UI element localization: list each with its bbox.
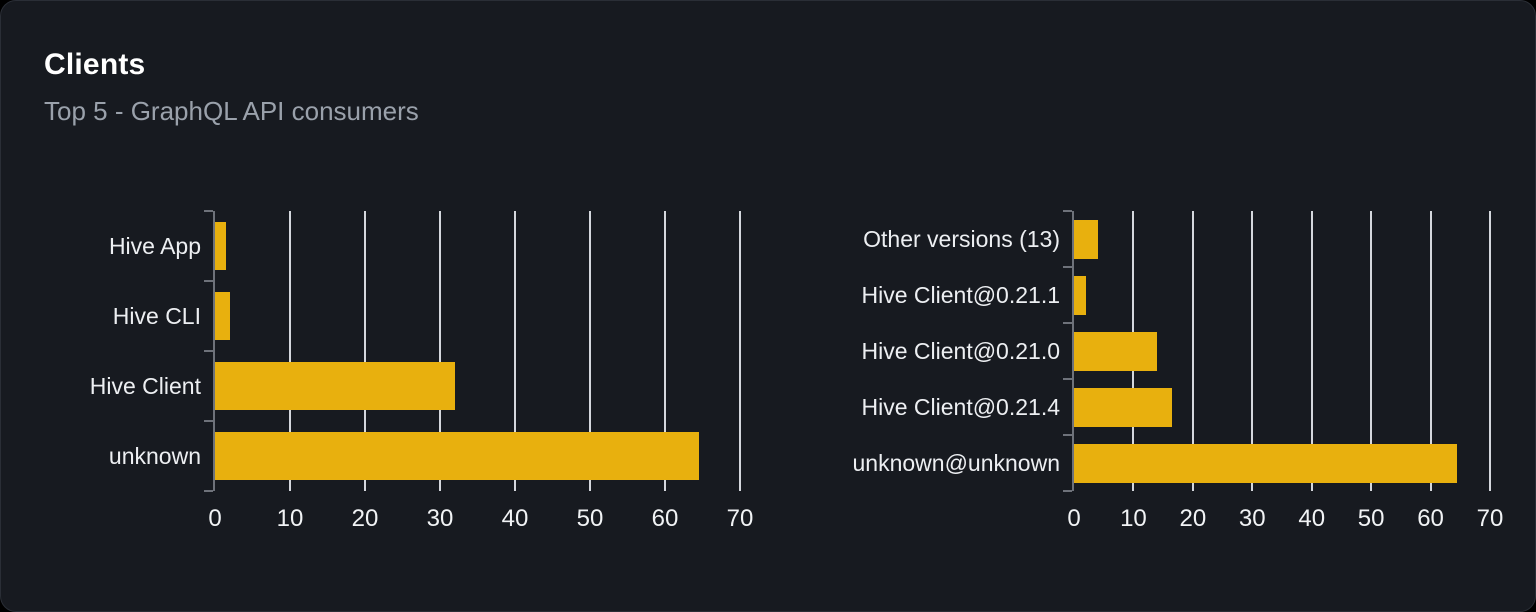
y-axis-tick (204, 420, 213, 422)
category-label: unknown@unknown (852, 450, 1060, 476)
x-axis-tick-label: 10 (276, 505, 304, 532)
bar-hive-client-0-21-0[interactable] (1074, 332, 1158, 371)
x-axis-tick-label: 10 (1120, 505, 1147, 532)
x-axis-tick-label: 0 (208, 505, 222, 532)
x-axis-tick-label: 40 (501, 505, 529, 532)
x-axis-tick-label: 30 (426, 505, 454, 532)
gridline-10 (289, 211, 291, 491)
card-title: Clients (44, 48, 146, 81)
bar-hive-client[interactable] (215, 362, 455, 410)
gridline-70 (739, 211, 741, 491)
x-axis-tick-label: 60 (1417, 505, 1444, 532)
gridline-40 (514, 211, 516, 491)
y-axis-tick (1063, 322, 1072, 324)
gridline-60 (664, 211, 666, 491)
category-label: Hive CLI (112, 303, 201, 329)
gridline-30 (1251, 211, 1254, 491)
y-axis-tick (204, 350, 213, 352)
x-axis-tick-label: 0 (1067, 505, 1081, 532)
gridline-40 (1310, 211, 1313, 491)
x-axis-tick-label: 70 (726, 505, 754, 532)
gridline-60 (1429, 211, 1432, 491)
bar-hive-client-0-21-4[interactable] (1074, 388, 1173, 427)
x-axis-tick-label: 40 (1298, 505, 1326, 532)
bar-other-versions-13[interactable] (1074, 220, 1098, 259)
bar-unknown[interactable] (215, 432, 699, 480)
y-axis-tick (1063, 266, 1072, 268)
y-axis-tick (204, 280, 213, 282)
x-axis-tick-label: 20 (351, 505, 379, 532)
gridline-30 (439, 211, 441, 491)
category-label: Hive Client@0.21.1 (861, 282, 1061, 308)
card-subtitle: Top 5 - GraphQL API consumers (44, 96, 419, 126)
x-axis-tick-label: 50 (576, 505, 604, 532)
bar-hive-app[interactable] (215, 222, 227, 270)
category-label: Hive App (108, 233, 201, 259)
category-label: unknown (108, 443, 201, 469)
x-axis-tick-label: 70 (1476, 505, 1504, 532)
bar-unknown-unknown[interactable] (1074, 444, 1458, 483)
bar-hive-client-0-21-1[interactable] (1074, 276, 1086, 315)
gridline-50 (589, 211, 591, 491)
x-axis-tick-label: 50 (1357, 505, 1385, 532)
gridline-20 (364, 211, 366, 491)
x-axis-tick-label: 60 (651, 505, 679, 532)
gridline-50 (1370, 211, 1373, 491)
bar-hive-cli[interactable] (215, 292, 230, 340)
category-label: Hive Client@0.21.4 (861, 394, 1061, 420)
y-axis-tick (1063, 490, 1072, 492)
x-axis-tick-label: 20 (1179, 505, 1207, 532)
category-label: Hive Client@0.21.0 (861, 338, 1061, 364)
y-axis-tick (1063, 210, 1072, 212)
clients-by-version-chart: 0 10 20 30 40 50 60 70 Other versions (13) Hive C… (853, 210, 1503, 532)
clients-by-name-chart: 0 10 20 30 40 50 60 70 Hive App Hive CLI Hive Clie… (90, 210, 753, 532)
x-axis-tick-label: 30 (1238, 505, 1266, 532)
y-axis-tick (204, 490, 213, 492)
gridline-20 (1191, 211, 1194, 491)
y-axis-tick (1063, 434, 1072, 436)
category-label: Hive Client (89, 373, 201, 399)
gridline-70 (1489, 211, 1491, 491)
y-axis-tick (204, 210, 213, 212)
y-axis-tick (1063, 378, 1072, 380)
category-label: Other versions (13) (863, 226, 1060, 252)
